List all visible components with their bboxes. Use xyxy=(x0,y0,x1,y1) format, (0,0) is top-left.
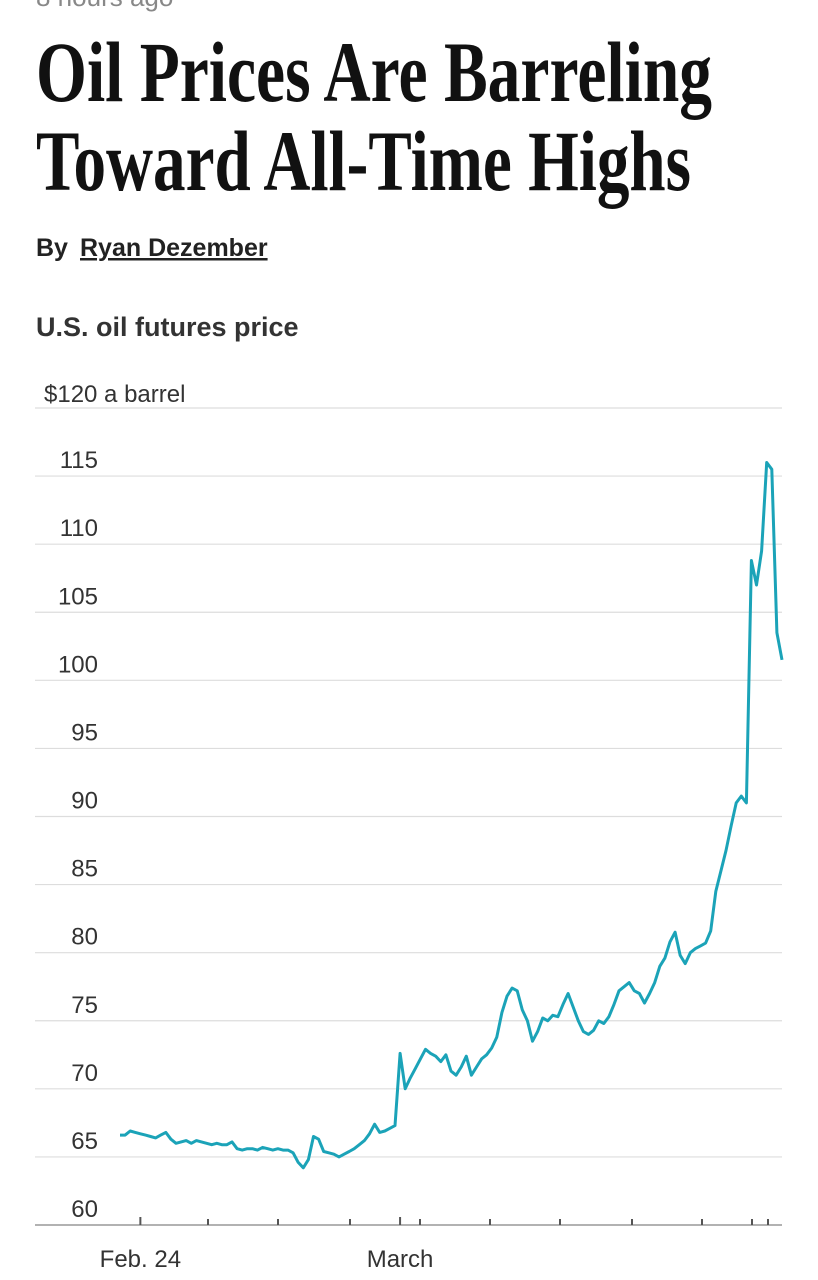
y-tick-label: 70 xyxy=(71,1060,98,1087)
y-tick-label: 100 xyxy=(58,651,98,678)
y-tick-label: 110 xyxy=(60,515,98,542)
y-tick-label: 85 xyxy=(71,856,98,883)
y-tick-label: $120 a barrel xyxy=(44,381,185,408)
y-tick-label: 80 xyxy=(71,924,98,951)
chart-title: U.S. oil futures price xyxy=(36,312,299,342)
x-tick-label: Feb. 24 xyxy=(100,1246,181,1273)
headline: Oil Prices Are Barreling xyxy=(36,24,712,120)
y-tick-label: 105 xyxy=(58,583,98,610)
y-tick-label: 115 xyxy=(60,447,98,474)
x-tick-label: March xyxy=(367,1246,434,1273)
author-link[interactable]: Ryan Dezember xyxy=(80,234,268,262)
y-tick-label: 65 xyxy=(71,1128,98,1155)
y-tick-label: 90 xyxy=(71,788,98,815)
y-tick-label: 60 xyxy=(71,1196,98,1223)
timestamp: 8 hours ago xyxy=(36,0,173,12)
y-tick-label: 75 xyxy=(71,992,98,1019)
headline: Toward All-Time Highs xyxy=(36,113,691,209)
byline-prefix: By xyxy=(36,234,68,262)
price-line xyxy=(120,461,784,1170)
y-tick-label: 95 xyxy=(71,719,98,746)
